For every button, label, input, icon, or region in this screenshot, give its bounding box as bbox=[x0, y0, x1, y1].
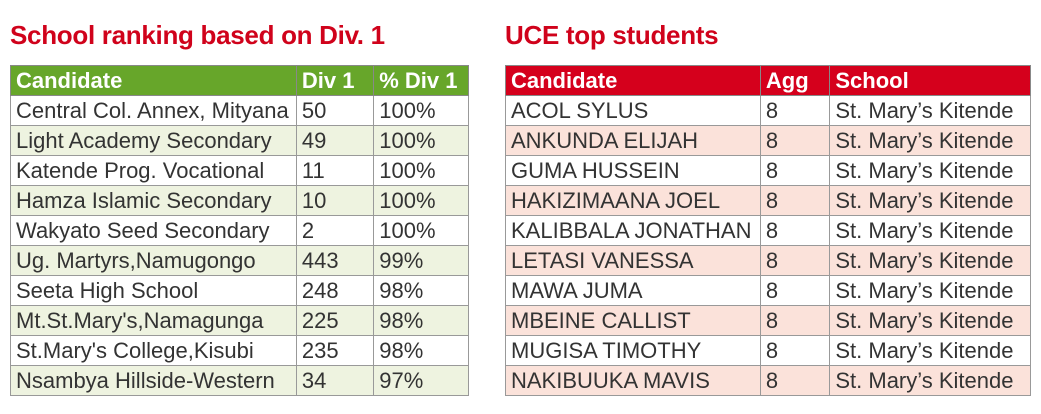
table-cell: HAKIZIMAANA JOEL bbox=[505, 185, 761, 216]
table-row: MBEINE CALLIST 8 St. Mary’s Kitende bbox=[505, 305, 1031, 336]
table-cell: 99% bbox=[373, 245, 469, 276]
table-cell: 2 bbox=[295, 215, 375, 246]
table-cell: 8 bbox=[759, 155, 831, 186]
table-row: ACOL SYLUS 8 St. Mary’s Kitende bbox=[505, 95, 1031, 126]
table-row: St.Mary's College,Kisubi 235 98% bbox=[10, 335, 469, 366]
table-row: Central Col. Annex, Mityana 50 100% bbox=[10, 95, 469, 126]
table-row: Wakyato Seed Secondary 2 100% bbox=[10, 215, 469, 246]
table-cell: 225 bbox=[295, 305, 375, 336]
table-cell: 11 bbox=[295, 155, 375, 186]
header-row: Candidate Div 1% Div 1 bbox=[10, 65, 469, 96]
school-ranking-title: School ranking based on Div. 1 bbox=[10, 20, 385, 50]
table-cell: St. Mary’s Kitende bbox=[829, 125, 1031, 156]
table-cell: St. Mary’s Kitende bbox=[829, 185, 1031, 216]
table-cell: 8 bbox=[759, 125, 831, 156]
top-students-title: UCE top students bbox=[505, 20, 719, 50]
table-cell: Central Col. Annex, Mityana bbox=[10, 95, 297, 126]
table-cell: Hamza Islamic Secondary bbox=[10, 185, 297, 216]
top-students-table: Candidate Agg School ACOL SYLUS 8 St. Mary’s… bbox=[505, 65, 1031, 396]
table-cell: St.Mary's College,Kisubi bbox=[10, 335, 297, 366]
table-cell: MAWA JUMA bbox=[505, 275, 761, 306]
header-row: Candidate Agg School bbox=[505, 65, 1031, 96]
table-cell: LETASI VANESSA bbox=[505, 245, 761, 276]
table-cell: 8 bbox=[759, 305, 831, 336]
table-cell: 8 bbox=[759, 275, 831, 306]
column-header: % Div 1 bbox=[373, 65, 469, 96]
table-cell: 8 bbox=[759, 215, 831, 246]
table-cell: Light Academy Secondary bbox=[10, 125, 297, 156]
column-header: School bbox=[829, 65, 1031, 96]
table-cell: St. Mary’s Kitende bbox=[829, 275, 1031, 306]
column-header: Candidate bbox=[10, 65, 297, 96]
table-cell: St. Mary’s Kitende bbox=[829, 215, 1031, 246]
table-row: Nsambya Hillside-Western 34 97% bbox=[10, 365, 469, 396]
table-row: Seeta High School 248 98% bbox=[10, 275, 469, 306]
table-cell: 50 bbox=[295, 95, 375, 126]
table-row: Light Academy Secondary 49 100% bbox=[10, 125, 469, 156]
table-cell: 100% bbox=[373, 155, 469, 186]
table-cell: 248 bbox=[295, 275, 375, 306]
table-cell: 8 bbox=[759, 245, 831, 276]
table-cell: 8 bbox=[759, 185, 831, 216]
table-cell: 10 bbox=[295, 185, 375, 216]
table-cell: 443 bbox=[295, 245, 375, 276]
table-cell: Ug. Martyrs,Namugongo bbox=[10, 245, 297, 276]
table-cell: KALIBBALA JONATHAN bbox=[505, 215, 761, 246]
table-cell: NAKIBUUKA MAVIS bbox=[505, 365, 761, 396]
table-cell: St. Mary’s Kitende bbox=[829, 155, 1031, 186]
table-row: LETASI VANESSA 8 St. Mary’s Kitende bbox=[505, 245, 1031, 276]
table-cell: St. Mary’s Kitende bbox=[829, 245, 1031, 276]
table-cell: Mt.St.Mary's,Namagunga bbox=[10, 305, 297, 336]
table-cell: St. Mary’s Kitende bbox=[829, 95, 1031, 126]
table-cell: MUGISA TIMOTHY bbox=[505, 335, 761, 366]
table-cell: GUMA HUSSEIN bbox=[505, 155, 761, 186]
table-cell: 98% bbox=[373, 335, 469, 366]
table-cell: St. Mary’s Kitende bbox=[829, 365, 1031, 396]
table-row: HAKIZIMAANA JOEL 8 St. Mary’s Kitende bbox=[505, 185, 1031, 216]
table-cell: 8 bbox=[759, 335, 831, 366]
table-cell: Seeta High School bbox=[10, 275, 297, 306]
column-header: Div 1 bbox=[295, 65, 375, 96]
table-cell: St. Mary’s Kitende bbox=[829, 305, 1031, 336]
table-cell: 100% bbox=[373, 125, 469, 156]
table-cell: Nsambya Hillside-Western bbox=[10, 365, 297, 396]
table-cell: 100% bbox=[373, 215, 469, 246]
table-cell: 8 bbox=[759, 95, 831, 126]
table-cell: 98% bbox=[373, 305, 469, 336]
table-cell: 100% bbox=[373, 95, 469, 126]
table-row: MAWA JUMA 8 St. Mary’s Kitende bbox=[505, 275, 1031, 306]
table-row: ANKUNDA ELIJAH 8 St. Mary’s Kitende bbox=[505, 125, 1031, 156]
table-cell: Wakyato Seed Secondary bbox=[10, 215, 297, 246]
table-cell: 34 bbox=[295, 365, 375, 396]
table-cell: 97% bbox=[373, 365, 469, 396]
table-cell: ACOL SYLUS bbox=[505, 95, 761, 126]
table-cell: 98% bbox=[373, 275, 469, 306]
column-header: Candidate bbox=[505, 65, 761, 96]
table-row: Mt.St.Mary's,Namagunga 225 98% bbox=[10, 305, 469, 336]
table-cell: 8 bbox=[759, 365, 831, 396]
table-row: MUGISA TIMOTHY 8 St. Mary’s Kitende bbox=[505, 335, 1031, 366]
column-header: Agg bbox=[759, 65, 831, 96]
table-cell: St. Mary’s Kitende bbox=[829, 335, 1031, 366]
table-row: Katende Prog. Vocational 11 100% bbox=[10, 155, 469, 186]
table-cell: Katende Prog. Vocational bbox=[10, 155, 297, 186]
table-cell: ANKUNDA ELIJAH bbox=[505, 125, 761, 156]
table-row: NAKIBUUKA MAVIS 8 St. Mary’s Kitende bbox=[505, 365, 1031, 396]
table-row: GUMA HUSSEIN 8 St. Mary’s Kitende bbox=[505, 155, 1031, 186]
table-cell: MBEINE CALLIST bbox=[505, 305, 761, 336]
table-cell: 235 bbox=[295, 335, 375, 366]
table-cell: 100% bbox=[373, 185, 469, 216]
table-row: Hamza Islamic Secondary 10 100% bbox=[10, 185, 469, 216]
school-ranking-table: Candidate Div 1% Div 1 Central Col. Annex… bbox=[10, 65, 469, 396]
table-row: KALIBBALA JONATHAN 8 St. Mary’s Kitende bbox=[505, 215, 1031, 246]
table-row: Ug. Martyrs,Namugongo 443 99% bbox=[10, 245, 469, 276]
table-cell: 49 bbox=[295, 125, 375, 156]
